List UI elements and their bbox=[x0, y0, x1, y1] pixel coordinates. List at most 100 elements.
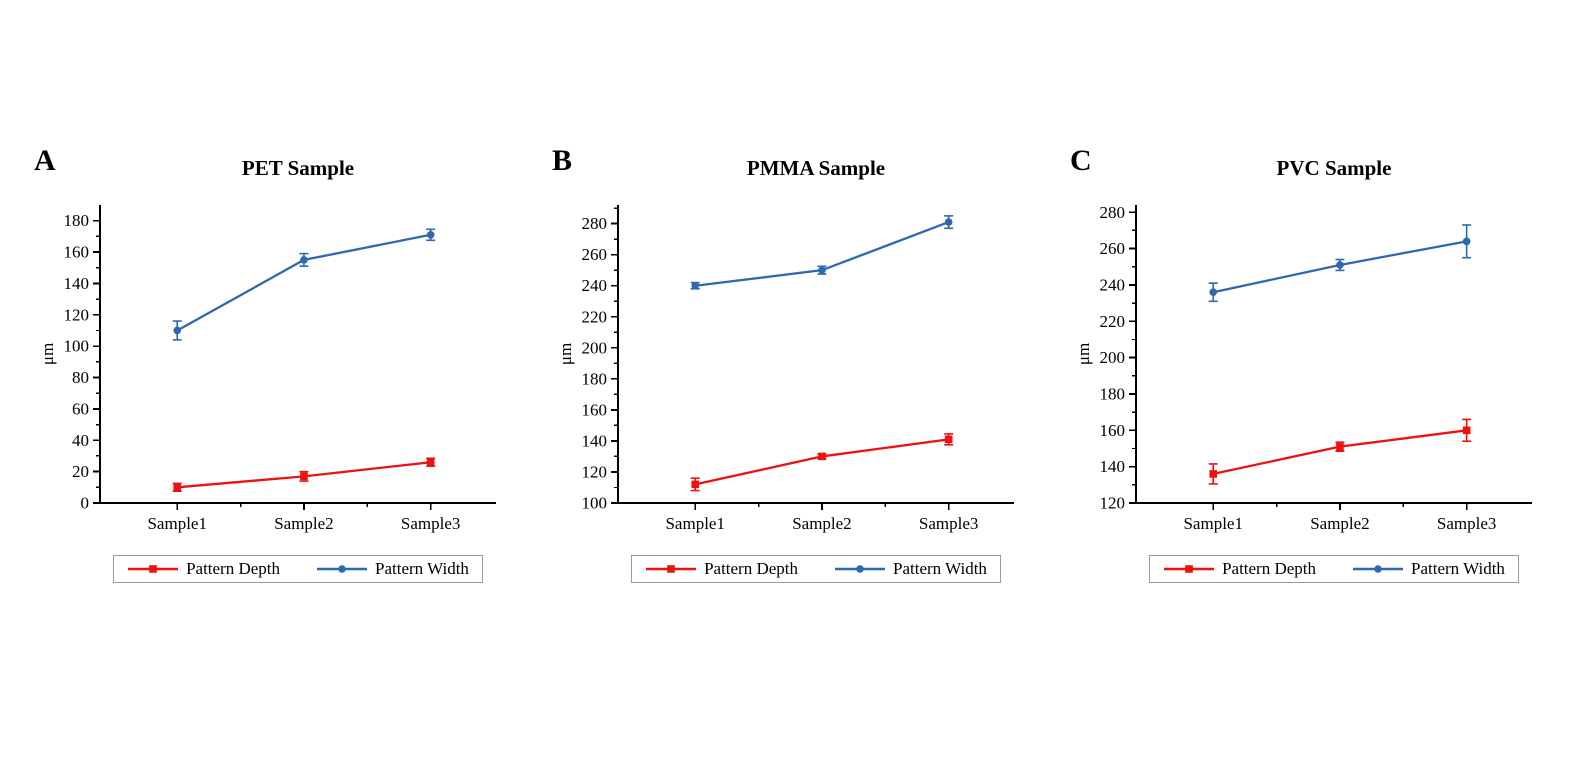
y-tick-label: 100 bbox=[64, 337, 90, 356]
y-tick-label: 240 bbox=[1100, 276, 1126, 295]
y-tick-label: 220 bbox=[582, 307, 608, 326]
circle-marker bbox=[1462, 237, 1471, 246]
series-pattern-depth bbox=[172, 457, 436, 493]
y-tick-label: 180 bbox=[64, 211, 90, 230]
square-marker bbox=[818, 452, 826, 461]
chart-title: PMMA Sample bbox=[746, 156, 886, 180]
chart-panel-b: B PMMA Sample 100 120 140 160 180 200 220 240 260 2… bbox=[544, 144, 1050, 584]
chart-panel-a: A PET Sample 0 20 40 60 80 100 120 140 160 180 Sampl… bbox=[26, 144, 532, 584]
y-tick-label: 0 bbox=[81, 494, 90, 513]
circle-marker bbox=[691, 282, 700, 290]
pattern-width-swatch bbox=[835, 565, 886, 573]
square-marker bbox=[1336, 443, 1344, 451]
series-line bbox=[695, 221, 950, 288]
y-tick-label: 280 bbox=[1100, 203, 1126, 222]
legend-label: Pattern Width bbox=[893, 559, 987, 579]
circle-marker bbox=[300, 256, 308, 264]
pattern-depth-swatch bbox=[128, 565, 179, 573]
circle-marker bbox=[1209, 288, 1218, 297]
chart-plot: 100 120 140 160 180 200 220 240 260 280 Sample1 Sam… bbox=[556, 205, 1014, 533]
x-tick-label: Sample2 bbox=[792, 514, 852, 533]
circle-marker bbox=[856, 565, 864, 573]
y-tick-label: 200 bbox=[1100, 348, 1126, 367]
legend-item-pattern-width: Pattern Width bbox=[1352, 559, 1505, 579]
x-tick-label: Sample2 bbox=[1310, 514, 1370, 533]
pattern-depth-swatch bbox=[1164, 565, 1215, 573]
chart-title: PVC Sample bbox=[1276, 156, 1392, 180]
legend: Pattern Depth Pattern Width bbox=[602, 555, 1030, 584]
panel-letter: A bbox=[34, 144, 56, 177]
x-tick-label: Sample3 bbox=[919, 514, 979, 533]
square-marker bbox=[149, 565, 157, 573]
legend-label: Pattern Depth bbox=[186, 559, 281, 579]
square-marker bbox=[944, 435, 953, 444]
y-tick-label: 240 bbox=[582, 276, 608, 295]
y-axis-label: μm bbox=[38, 343, 57, 365]
square-marker bbox=[691, 480, 700, 489]
y-tick-label: 220 bbox=[1100, 312, 1126, 331]
y-tick-label: 280 bbox=[582, 214, 608, 233]
series-pattern-depth bbox=[690, 433, 954, 492]
y-tick-label: 160 bbox=[582, 401, 608, 420]
series-pattern-width bbox=[1208, 224, 1472, 303]
chart-title: PET Sample bbox=[241, 156, 355, 180]
panel-letter: C bbox=[1070, 144, 1092, 177]
series-line bbox=[1212, 429, 1467, 476]
series-pattern-width bbox=[690, 215, 954, 290]
y-tick-label: 60 bbox=[72, 400, 89, 419]
series-pattern-depth bbox=[1208, 418, 1472, 485]
circle-marker bbox=[1336, 261, 1344, 269]
panel-letter: B bbox=[552, 144, 573, 177]
y-tick-label: 260 bbox=[1100, 239, 1126, 258]
series-line bbox=[694, 438, 949, 486]
legend-label: Pattern Width bbox=[1411, 559, 1505, 579]
pattern-depth-swatch bbox=[646, 565, 697, 573]
pattern-width-swatch bbox=[317, 565, 368, 573]
y-tick-label: 100 bbox=[582, 494, 608, 513]
x-tick-label: Sample1 bbox=[147, 514, 207, 533]
y-tick-label: 140 bbox=[64, 274, 90, 293]
pattern-width-swatch bbox=[1353, 565, 1404, 573]
legend-label: Pattern Width bbox=[375, 559, 469, 579]
y-tick-label: 160 bbox=[64, 243, 90, 262]
y-tick-label: 120 bbox=[1100, 494, 1126, 513]
chart-plot: 120 140 160 180 200 220 240 260 280 Sample1 Sample… bbox=[1074, 203, 1532, 533]
y-tick-label: 20 bbox=[72, 462, 89, 481]
circle-marker bbox=[1374, 565, 1382, 573]
legend-item-pattern-depth: Pattern Depth bbox=[127, 559, 280, 579]
legend-box: Pattern Depth Pattern Width bbox=[631, 555, 1001, 584]
x-tick-label: Sample1 bbox=[665, 514, 725, 533]
legend-item-pattern-depth: Pattern Depth bbox=[1163, 559, 1316, 579]
series-pattern-width bbox=[172, 228, 436, 341]
circle-marker bbox=[173, 326, 182, 335]
legend-box: Pattern Depth Pattern Width bbox=[1149, 555, 1519, 584]
x-tick-label: Sample3 bbox=[1437, 514, 1497, 533]
square-marker bbox=[1462, 426, 1471, 435]
y-tick-label: 140 bbox=[582, 432, 608, 451]
figure-panels: A PET Sample 0 20 40 60 80 100 120 140 160 180 Sampl… bbox=[26, 144, 1568, 584]
circle-marker bbox=[818, 266, 826, 275]
x-tick-label: Sample3 bbox=[401, 514, 461, 533]
series-line bbox=[176, 233, 431, 332]
legend-label: Pattern Depth bbox=[704, 559, 799, 579]
x-tick-label: Sample1 bbox=[1183, 514, 1243, 533]
y-tick-label: 140 bbox=[1100, 457, 1126, 476]
square-marker bbox=[667, 565, 675, 573]
legend-item-pattern-depth: Pattern Depth bbox=[645, 559, 798, 579]
legend: Pattern Depth Pattern Width bbox=[1120, 555, 1548, 584]
legend-item-pattern-width: Pattern Width bbox=[316, 559, 469, 579]
y-tick-label: 160 bbox=[1100, 421, 1126, 440]
x-tick-label: Sample2 bbox=[274, 514, 334, 533]
y-tick-label: 80 bbox=[72, 368, 89, 387]
square-marker bbox=[426, 458, 435, 467]
chart-panel-c: C PVC Sample 120 140 160 180 200 220 240 260 280 Sa… bbox=[1062, 144, 1568, 584]
legend-label: Pattern Depth bbox=[1222, 559, 1317, 579]
square-marker bbox=[1209, 470, 1218, 478]
square-marker bbox=[173, 483, 182, 492]
y-tick-label: 40 bbox=[72, 431, 89, 450]
legend-item-pattern-width: Pattern Width bbox=[834, 559, 987, 579]
y-tick-label: 260 bbox=[582, 245, 608, 264]
chart-plot: 0 20 40 60 80 100 120 140 160 180 Sample1 Sample2 Sa… bbox=[38, 205, 496, 533]
circle-marker bbox=[338, 565, 346, 573]
y-axis-label: μm bbox=[556, 343, 575, 365]
